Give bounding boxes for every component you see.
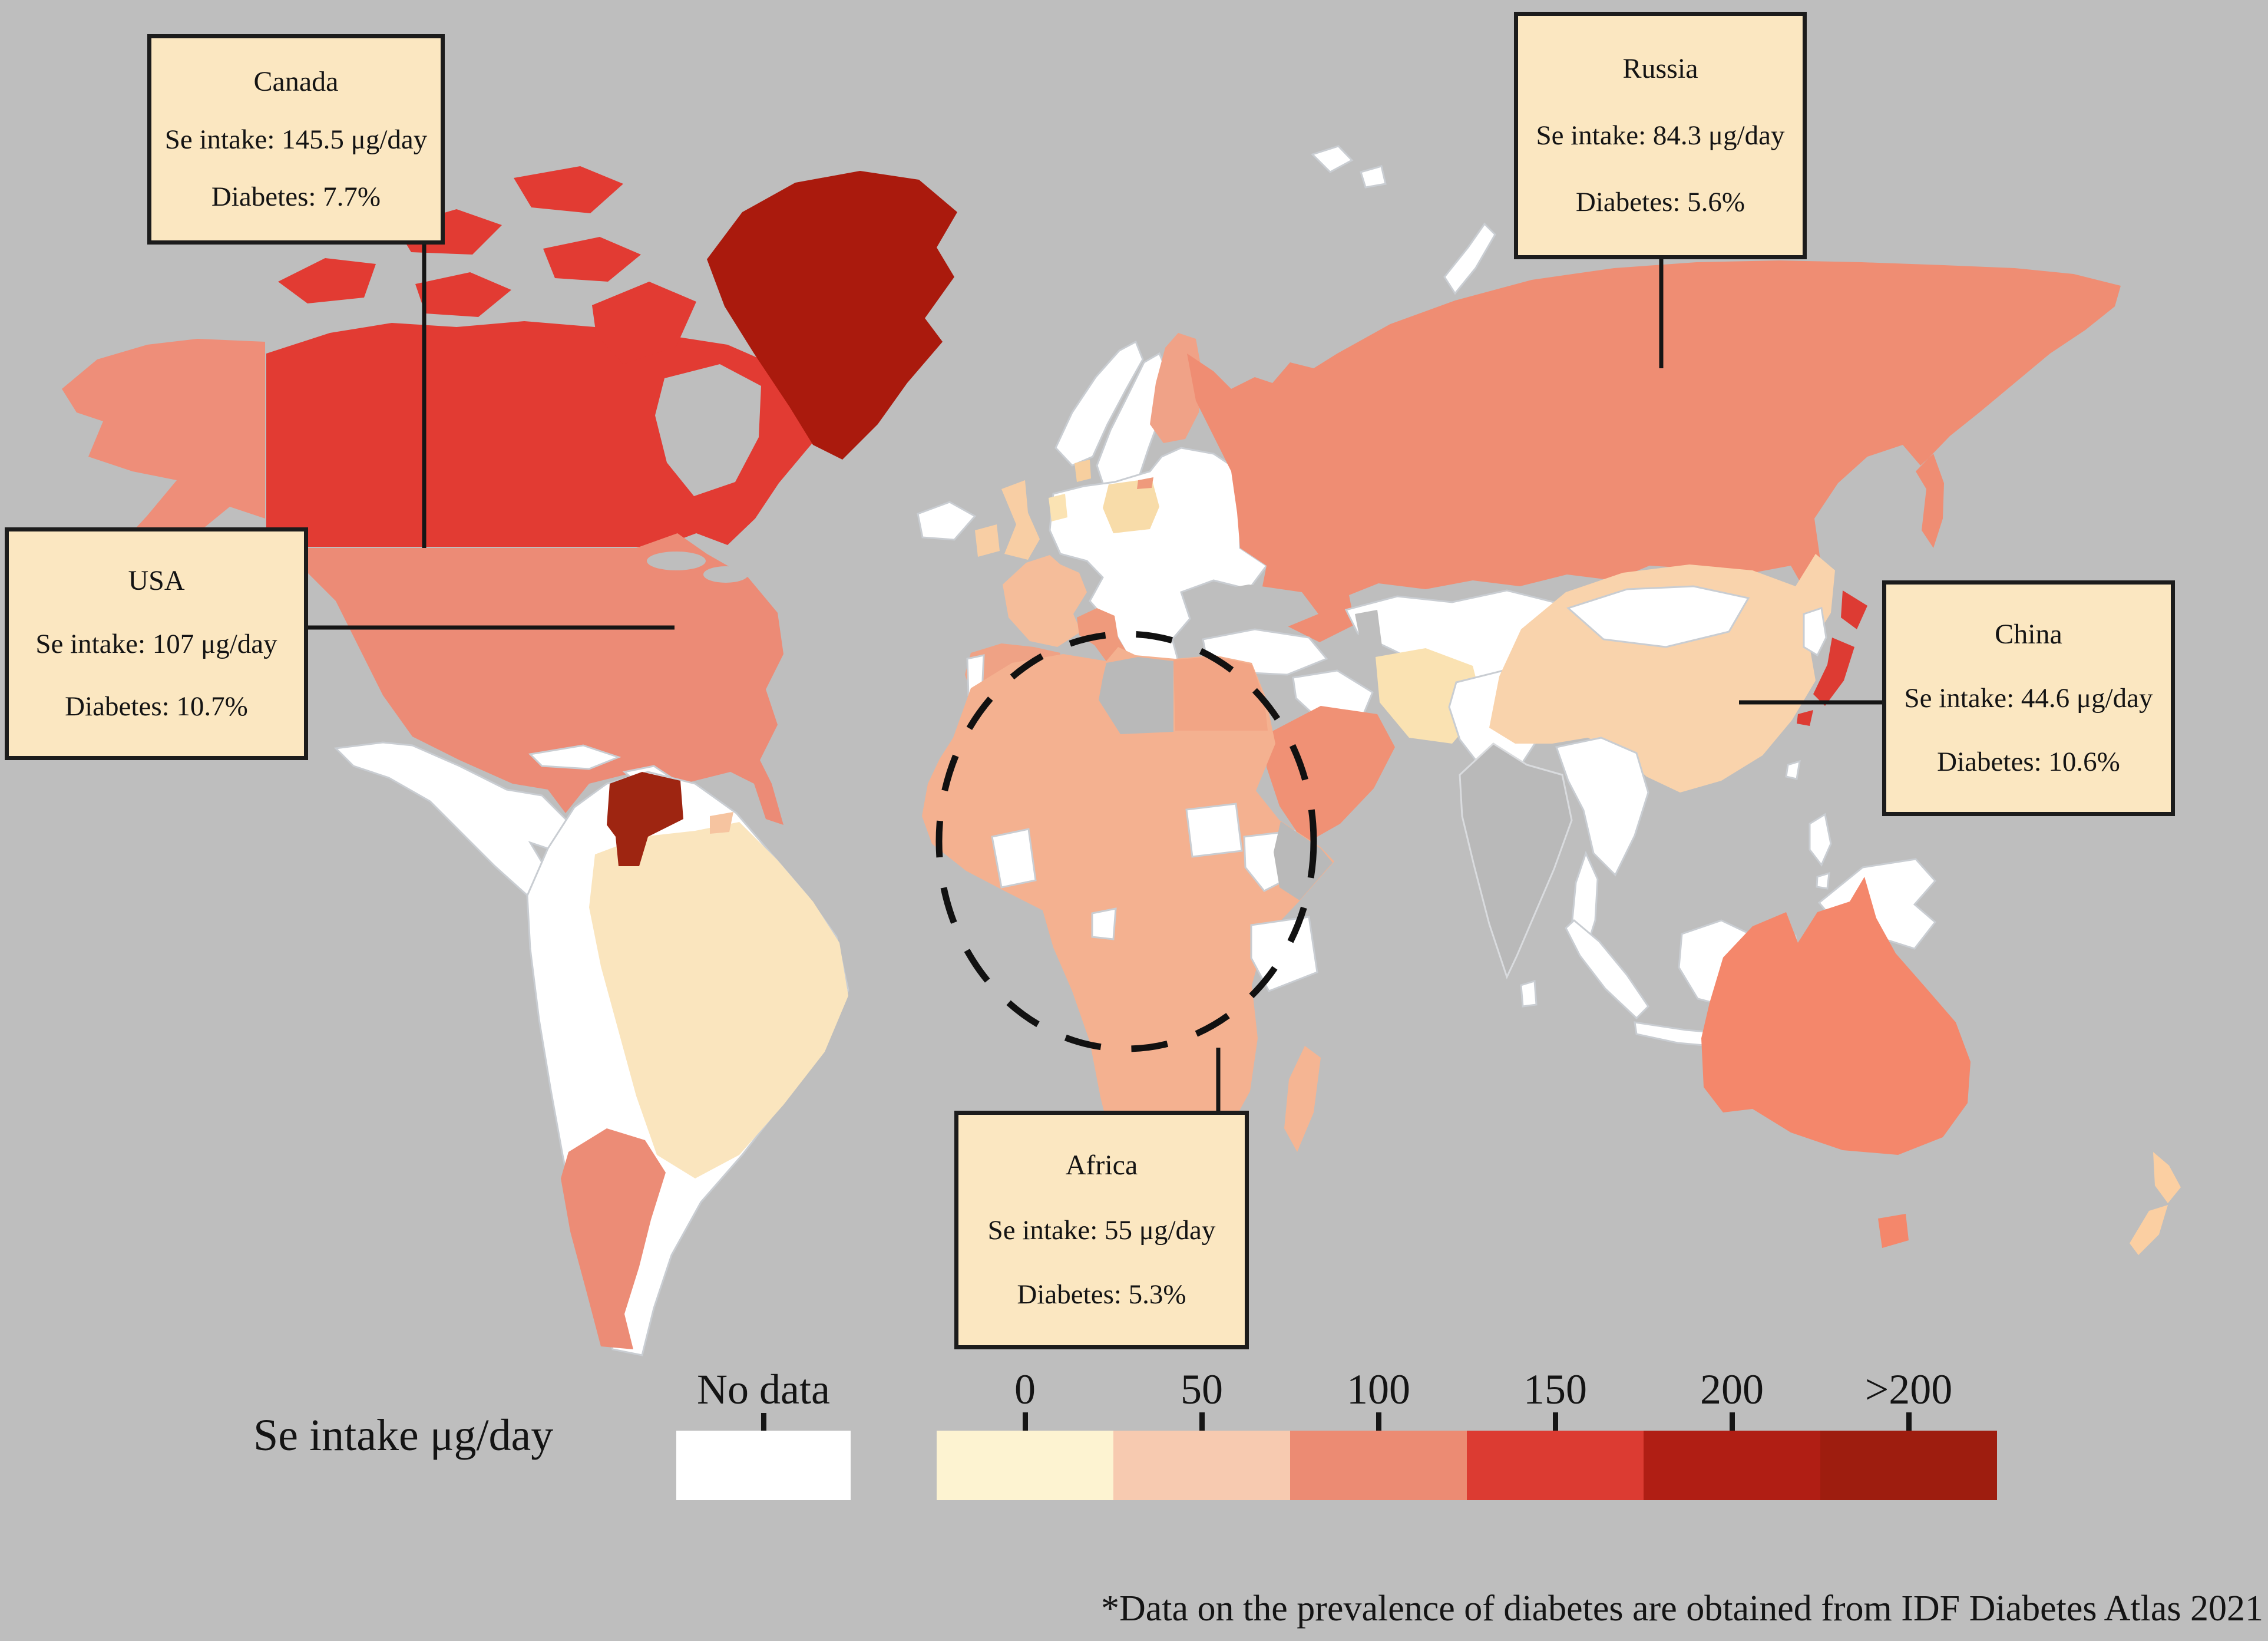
legend-scale-segment: 100 <box>1290 1368 1467 1500</box>
country-norway <box>1054 340 1144 467</box>
country-somalia <box>1274 821 1333 900</box>
africa-highlight-ellipse <box>935 630 1317 1052</box>
legend-no-data-label: No data <box>697 1366 830 1413</box>
legend-scale-tick-label: 150 <box>1523 1366 1587 1413</box>
legend-scale-tick-label: 50 <box>1181 1366 1223 1413</box>
legend-no-data-swatch <box>676 1431 851 1500</box>
callout-africa-title: Africa <box>1065 1150 1138 1181</box>
callout-usa-se-intake: Se intake: 107 μg/day <box>35 628 277 659</box>
legend-scale-tick <box>1730 1412 1735 1431</box>
region-guianas <box>710 812 733 834</box>
country-greenland <box>707 171 957 460</box>
region-novaya-zemlya <box>1443 222 1496 295</box>
country-sri-lanka <box>1520 980 1538 1008</box>
callout-china-se-intake: Se intake: 44.6 μg/day <box>1904 683 2153 714</box>
legend-scale-segment: 150 <box>1467 1368 1644 1500</box>
callout-africa-se-intake: Se intake: 55 μg/day <box>987 1214 1216 1246</box>
legend-scale-tick <box>1023 1412 1028 1431</box>
continent-africa <box>922 647 1334 1165</box>
country-ireland <box>975 524 1000 557</box>
country-india <box>1459 742 1573 980</box>
country-usa <box>265 533 783 825</box>
callout-africa-diabetes: Diabetes: 5.3% <box>1017 1279 1186 1310</box>
callout-usa-diabetes: Diabetes: 10.7% <box>65 691 248 722</box>
legend-scale-segment: >200 <box>1820 1368 1997 1500</box>
callout-china-title: China <box>1995 619 2062 650</box>
black-sea <box>1195 585 1318 629</box>
legend-title: Se intake μg/day <box>253 1411 554 1460</box>
country-argentina <box>561 1128 666 1349</box>
legend-scale-tick <box>1553 1412 1558 1431</box>
region-taiwan <box>1785 760 1801 780</box>
legend-scale-tick <box>1906 1412 1912 1431</box>
country-australia <box>1701 877 1971 1155</box>
callout-usa-title: USA <box>128 564 185 596</box>
country-poland <box>1103 478 1159 533</box>
callout-russia-title: Russia <box>1622 53 1698 84</box>
region-benelux <box>1049 494 1067 521</box>
great-lakes <box>647 552 706 570</box>
callout-russia-diabetes: Diabetes: 5.6% <box>1575 187 1745 217</box>
legend-scale-tick-label: 100 <box>1347 1366 1410 1413</box>
caspian-sea <box>1355 610 1383 659</box>
legend-scale-tick <box>1199 1412 1205 1431</box>
country-cuba <box>528 744 621 770</box>
legend-no-data-tick <box>761 1413 766 1431</box>
legend-scale-segment: 200 <box>1644 1368 1820 1500</box>
region-korea <box>1803 607 1827 657</box>
country-japan <box>1797 590 1867 726</box>
source-footnote: *Data on the prevalence of diabetes are … <box>1101 1589 2263 1629</box>
great-lakes <box>703 566 748 583</box>
legend-scale-segment: 50 <box>1113 1368 1290 1500</box>
hudson-bay <box>655 364 761 496</box>
country-alaska <box>62 339 265 569</box>
canada-arctic-islands <box>278 166 696 364</box>
country-south-sudan <box>1185 803 1243 858</box>
country-new-zealand <box>2130 1205 2168 1255</box>
legend-scale-tick-label: 200 <box>1700 1366 1764 1413</box>
country-iceland <box>917 501 977 541</box>
country-new-zealand <box>2153 1152 2181 1203</box>
region-central-eastern-europe <box>1049 447 1268 733</box>
legend-scale-segment: 0 <box>937 1368 1113 1500</box>
country-egypt <box>1173 656 1268 731</box>
country-mongolia <box>1566 585 1750 648</box>
legend-color-scale: 0 50 100 150 200 >200 <box>937 1368 1997 1500</box>
island-sumatra <box>1565 919 1649 1020</box>
region-indochina <box>1555 737 1649 877</box>
callout-africa: Africa Se intake: 55 μg/day Diabetes: 5.… <box>954 1111 1249 1349</box>
island-madagascar <box>1284 1046 1321 1152</box>
callout-canada-title: Canada <box>253 66 339 98</box>
country-denmark <box>1075 460 1091 482</box>
legend-scale-tick <box>1376 1412 1381 1431</box>
callout-canada-diabetes: Diabetes: 7.7% <box>211 181 381 212</box>
country-brazil <box>589 822 848 1178</box>
country-france <box>1003 555 1087 647</box>
callout-china: China Se intake: 44.6 μg/day Diabetes: 1… <box>1882 580 2175 816</box>
country-tanzania <box>1250 916 1318 992</box>
callout-usa: USA Se intake: 107 μg/day Diabetes: 10.7… <box>5 527 308 760</box>
country-venezuela <box>607 772 683 866</box>
legend-scale-tick-label: >200 <box>1864 1366 1953 1413</box>
country-uk <box>1001 480 1040 560</box>
country-libya <box>1099 657 1173 734</box>
country-russia <box>1187 260 2121 642</box>
callout-canada-se-intake: Se intake: 145.5 μg/day <box>164 124 428 155</box>
region-arabian-peninsula <box>1267 706 1395 844</box>
callout-russia-se-intake: Se intake: 84.3 μg/day <box>1536 120 1785 151</box>
country-ghana <box>991 828 1037 889</box>
callout-russia: Russia Se intake: 84.3 μg/day Diabetes: … <box>1514 12 1807 259</box>
callout-china-diabetes: Diabetes: 10.6% <box>1937 747 2120 777</box>
region-svalbard <box>1311 145 1387 189</box>
island-tasmania <box>1878 1214 1909 1248</box>
callout-canada: Canada Se intake: 145.5 μg/day Diabetes:… <box>147 34 445 245</box>
country-gabon <box>1091 907 1117 940</box>
region-kaliningrad <box>1137 477 1153 489</box>
legend-scale-tick-label: 0 <box>1014 1366 1036 1413</box>
